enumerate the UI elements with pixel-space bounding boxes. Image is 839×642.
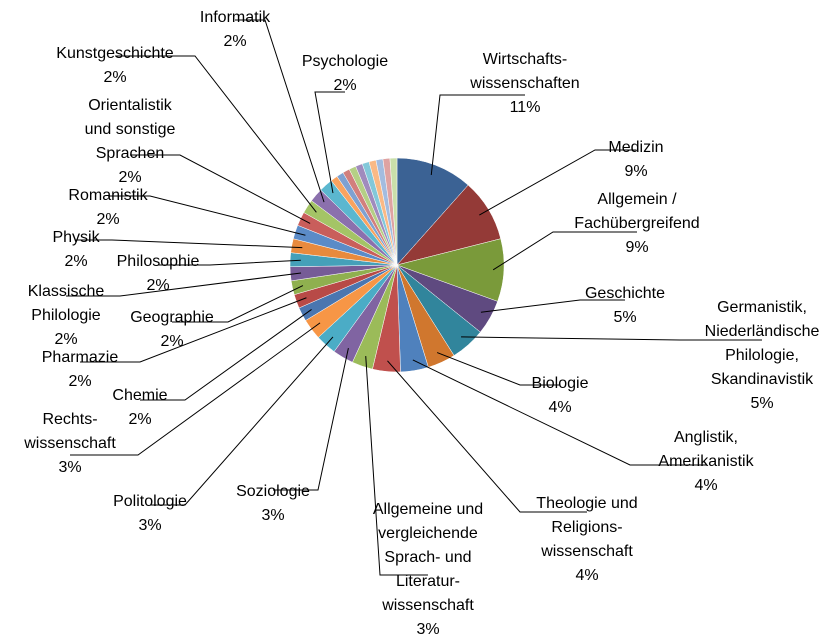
slice-value-label: 3% <box>416 621 440 638</box>
slice-label: Biologie <box>531 375 589 392</box>
slice-value-label: 2% <box>146 277 170 294</box>
leader-line <box>66 272 302 297</box>
slice-value-label: 9% <box>624 163 648 180</box>
leader-line <box>172 285 304 323</box>
slice-value-label: 3% <box>58 459 82 476</box>
slice-value-label: 4% <box>575 567 599 584</box>
slice-label: Informatik <box>199 9 271 26</box>
slice-label: Physik <box>52 229 100 246</box>
slice-label: Germanistik, Niederländische Philologie,… <box>704 299 820 388</box>
slice-value-label: 2% <box>223 33 247 50</box>
slice-value-label: 4% <box>548 399 572 416</box>
slice-value-label: 3% <box>261 507 285 524</box>
leader-line <box>76 239 303 249</box>
leader-line <box>461 336 762 341</box>
slice-label: Soziologie <box>236 483 310 500</box>
leader-line <box>70 322 321 456</box>
leader-line <box>115 55 317 213</box>
leader-line <box>492 231 637 271</box>
slice-value-label: 2% <box>128 411 152 428</box>
leader-line <box>150 336 334 506</box>
slice-label: Kunstgeschichte <box>56 45 174 62</box>
slice-label: Chemie <box>112 387 168 404</box>
leader-line <box>436 352 560 386</box>
slice-label: Allgemeine und vergleichende Sprach- und… <box>372 501 484 614</box>
slice-value-label: 2% <box>64 253 88 270</box>
slice-label: Politologie <box>113 493 187 510</box>
leader-line <box>387 360 587 513</box>
leader-line <box>430 94 525 176</box>
slice-label: Klassische Philologie <box>27 283 105 324</box>
leader-line <box>108 195 306 236</box>
slice-value-label: 9% <box>625 239 649 256</box>
slice-label: Philosophie <box>116 253 200 270</box>
slice-value-label: 2% <box>103 69 127 86</box>
slice-label: Orientalistik und sonstige Sprachen <box>84 97 176 162</box>
slice-value-label: 2% <box>68 373 92 390</box>
slice-value-label: 5% <box>613 309 637 326</box>
leader-line <box>479 149 636 216</box>
slice-label: Anglistik, Amerikanistik <box>658 429 754 470</box>
slice-value-label: 4% <box>694 477 718 494</box>
leader-line <box>158 259 301 266</box>
slice-label: Geographie <box>130 309 214 326</box>
leader-line <box>365 356 428 576</box>
leader-line <box>480 299 625 313</box>
slice-value-label: 2% <box>96 211 120 228</box>
slice-value-label: 3% <box>138 517 162 534</box>
slice-label: Geschichte <box>584 285 666 302</box>
slice-label: Romanistik <box>68 187 148 204</box>
slice-label: Medizin <box>608 139 664 156</box>
slice-label: Psychologie <box>301 53 389 70</box>
slice-value-label: 5% <box>750 395 774 412</box>
leader-line <box>130 154 311 224</box>
slice-label: Pharmazie <box>41 349 119 366</box>
leader-line <box>80 297 307 363</box>
slice-label: Theologie und Religions- wissenschaft <box>536 495 638 560</box>
slice-value-label: 2% <box>333 77 357 94</box>
leader-line <box>314 91 345 194</box>
leader-line <box>140 309 312 401</box>
leader-line <box>273 348 349 491</box>
slice-label: Wirtschafts- wissenschaften <box>470 51 580 92</box>
slice-value-label: 2% <box>160 333 184 350</box>
pie-slice <box>396 157 469 266</box>
slice-value-label: 11% <box>509 99 541 116</box>
pie-slice <box>389 157 398 266</box>
slice-label: Allgemein / Fachübergreifend <box>574 191 700 232</box>
slice-label: Rechts- wissenschaft <box>24 411 116 452</box>
slice-value-label: 2% <box>118 169 142 186</box>
slice-value-label: 2% <box>54 331 78 348</box>
leader-line <box>412 359 706 466</box>
leader-line <box>235 19 325 203</box>
